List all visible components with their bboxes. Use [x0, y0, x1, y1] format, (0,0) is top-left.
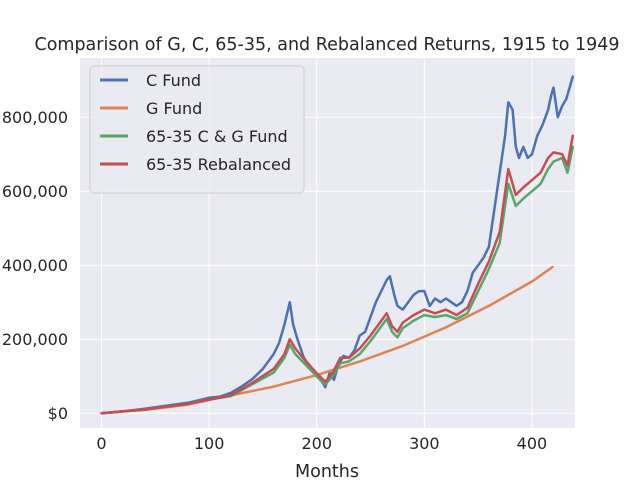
x-tick-label: 100: [194, 434, 225, 453]
x-tick-label: 400: [517, 434, 548, 453]
series-line-4: [100, 134, 575, 415]
tick-labels: 0 100 200 300 400 $0 200,000 400,000 600,000 800,…: [2, 108, 547, 453]
legend-label: G Fund: [146, 99, 202, 118]
y-tick-label: 200,000: [2, 330, 68, 349]
series-line-3: [100, 145, 575, 415]
y-tick-label: 400,000: [2, 256, 68, 275]
x-tick-label: 0: [96, 434, 106, 453]
legend: C Fund G Fund 65-35 C & G Fund 65-35 Rebala…: [89, 65, 305, 194]
legend-label: 65-35 Rebalanced: [146, 155, 291, 174]
y-tick-label: 800,000: [2, 108, 68, 127]
chart-title: Comparison of G, C, 65-35, and Rebalance…: [34, 35, 619, 55]
x-tick-label: 300: [409, 434, 440, 453]
y-tick-label: $0: [48, 404, 68, 423]
x-axis-label: Months: [295, 462, 359, 480]
series-line-1: [100, 75, 575, 415]
series-lines: [100, 75, 575, 415]
x-tick-label: 200: [301, 434, 332, 453]
y-tick-label: 600,000: [2, 182, 68, 201]
legend-label: 65-35 C & G Fund: [146, 127, 288, 146]
legend-label: C Fund: [146, 71, 201, 90]
legend-box: [89, 65, 305, 194]
